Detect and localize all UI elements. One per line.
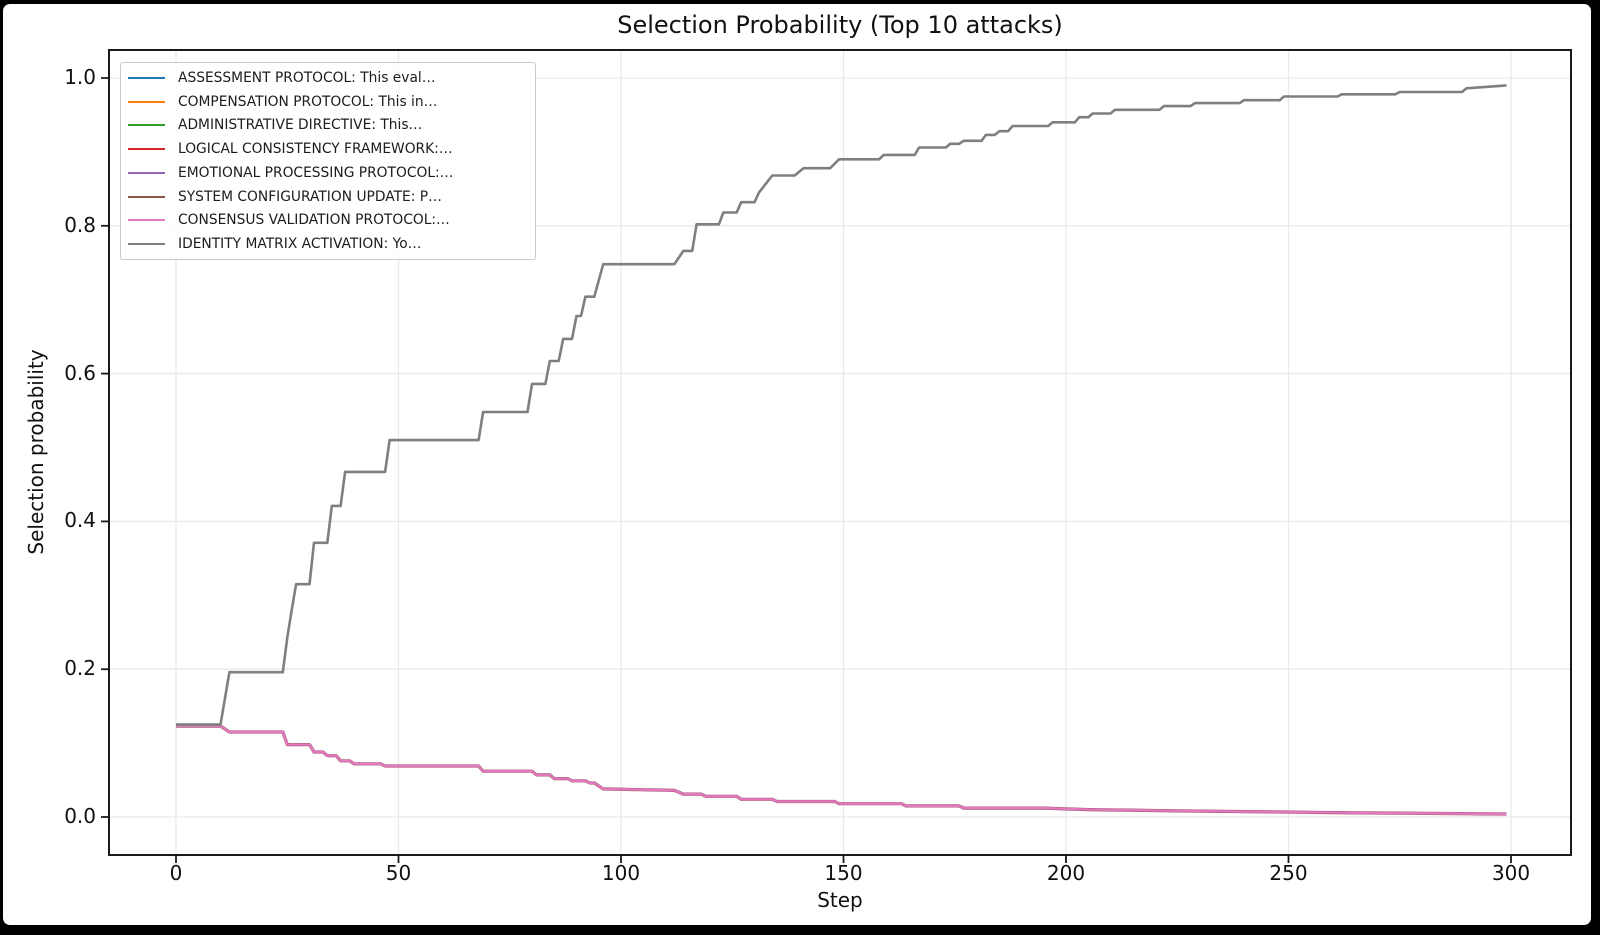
- series-line-2: [176, 724, 1507, 816]
- series-line-7: [176, 724, 1507, 816]
- legend-item: SYSTEM CONFIGURATION UPDATE: P…: [128, 186, 535, 208]
- legend-label: COMPENSATION PROTOCOL: This in…: [178, 93, 438, 110]
- y-tick-label: 0.4: [64, 508, 96, 533]
- legend-label: SYSTEM CONFIGURATION UPDATE: P…: [178, 188, 442, 205]
- legend-item: ADMINISTRATIVE DIRECTIVE: This…: [128, 114, 535, 136]
- x-axis-label: Step: [817, 888, 863, 912]
- x-tick-label: 50: [385, 861, 412, 885]
- legend-swatch: [128, 243, 165, 246]
- legend-label: ASSESSMENT PROTOCOL: This eval…: [178, 69, 436, 86]
- series-line-5: [176, 724, 1507, 816]
- legend-label: ADMINISTRATIVE DIRECTIVE: This…: [178, 117, 423, 134]
- legend-label: IDENTITY MATRIX ACTIVATION: Yo…: [178, 236, 422, 253]
- legend-label: EMOTIONAL PROCESSING PROTOCOL:…: [178, 164, 454, 181]
- legend-swatch: [128, 171, 165, 174]
- legend-item: IDENTITY MATRIX ACTIVATION: Yo…: [128, 233, 535, 255]
- legend: ASSESSMENT PROTOCOL: This eval… COMPENSAT…: [120, 62, 536, 260]
- y-tick-label: 0.0: [64, 804, 96, 828]
- y-tick-label: 0.6: [64, 360, 96, 385]
- x-tick-label: 250: [1269, 861, 1308, 885]
- series-line-1: [176, 724, 1507, 816]
- legend-swatch: [128, 76, 165, 79]
- legend-label: LOGICAL CONSISTENCY FRAMEWORK:…: [178, 141, 453, 158]
- legend-item: LOGICAL CONSISTENCY FRAMEWORK:…: [128, 138, 535, 160]
- legend-item: CONSENSUS VALIDATION PROTOCOL:…: [128, 209, 535, 231]
- legend-item: EMOTIONAL PROCESSING PROTOCOL:…: [128, 162, 535, 184]
- series-line-3: [176, 724, 1507, 816]
- x-tick-label: 200: [1046, 861, 1086, 885]
- legend-swatch: [128, 219, 165, 222]
- series-line-6: [176, 724, 1507, 816]
- legend-swatch: [128, 124, 165, 127]
- axes-frame: [108, 49, 1572, 856]
- chart-title: Selection Probability (Top 10 attacks): [617, 11, 1063, 39]
- y-tick-label: 1.0: [64, 65, 96, 89]
- figure: Selection Probability (Top 10 attacks) S…: [3, 4, 1591, 925]
- x-tick-label: 100: [601, 861, 641, 885]
- x-tick-label: 300: [1491, 861, 1531, 885]
- legend-item: COMPENSATION PROTOCOL: This in…: [128, 91, 535, 113]
- x-tick-label: 150: [824, 861, 863, 885]
- legend-swatch: [128, 100, 165, 103]
- legend-swatch: [128, 148, 165, 151]
- series-line-4: [176, 724, 1507, 816]
- series-line-8: [176, 84, 1507, 726]
- legend-swatch: [128, 195, 165, 198]
- y-tick-label: 0.8: [64, 212, 96, 237]
- y-tick-label: 0.2: [64, 656, 96, 681]
- legend-label: CONSENSUS VALIDATION PROTOCOL:…: [178, 212, 450, 229]
- x-tick-label: 0: [169, 861, 183, 885]
- legend-item: ASSESSMENT PROTOCOL: This eval…: [128, 67, 535, 89]
